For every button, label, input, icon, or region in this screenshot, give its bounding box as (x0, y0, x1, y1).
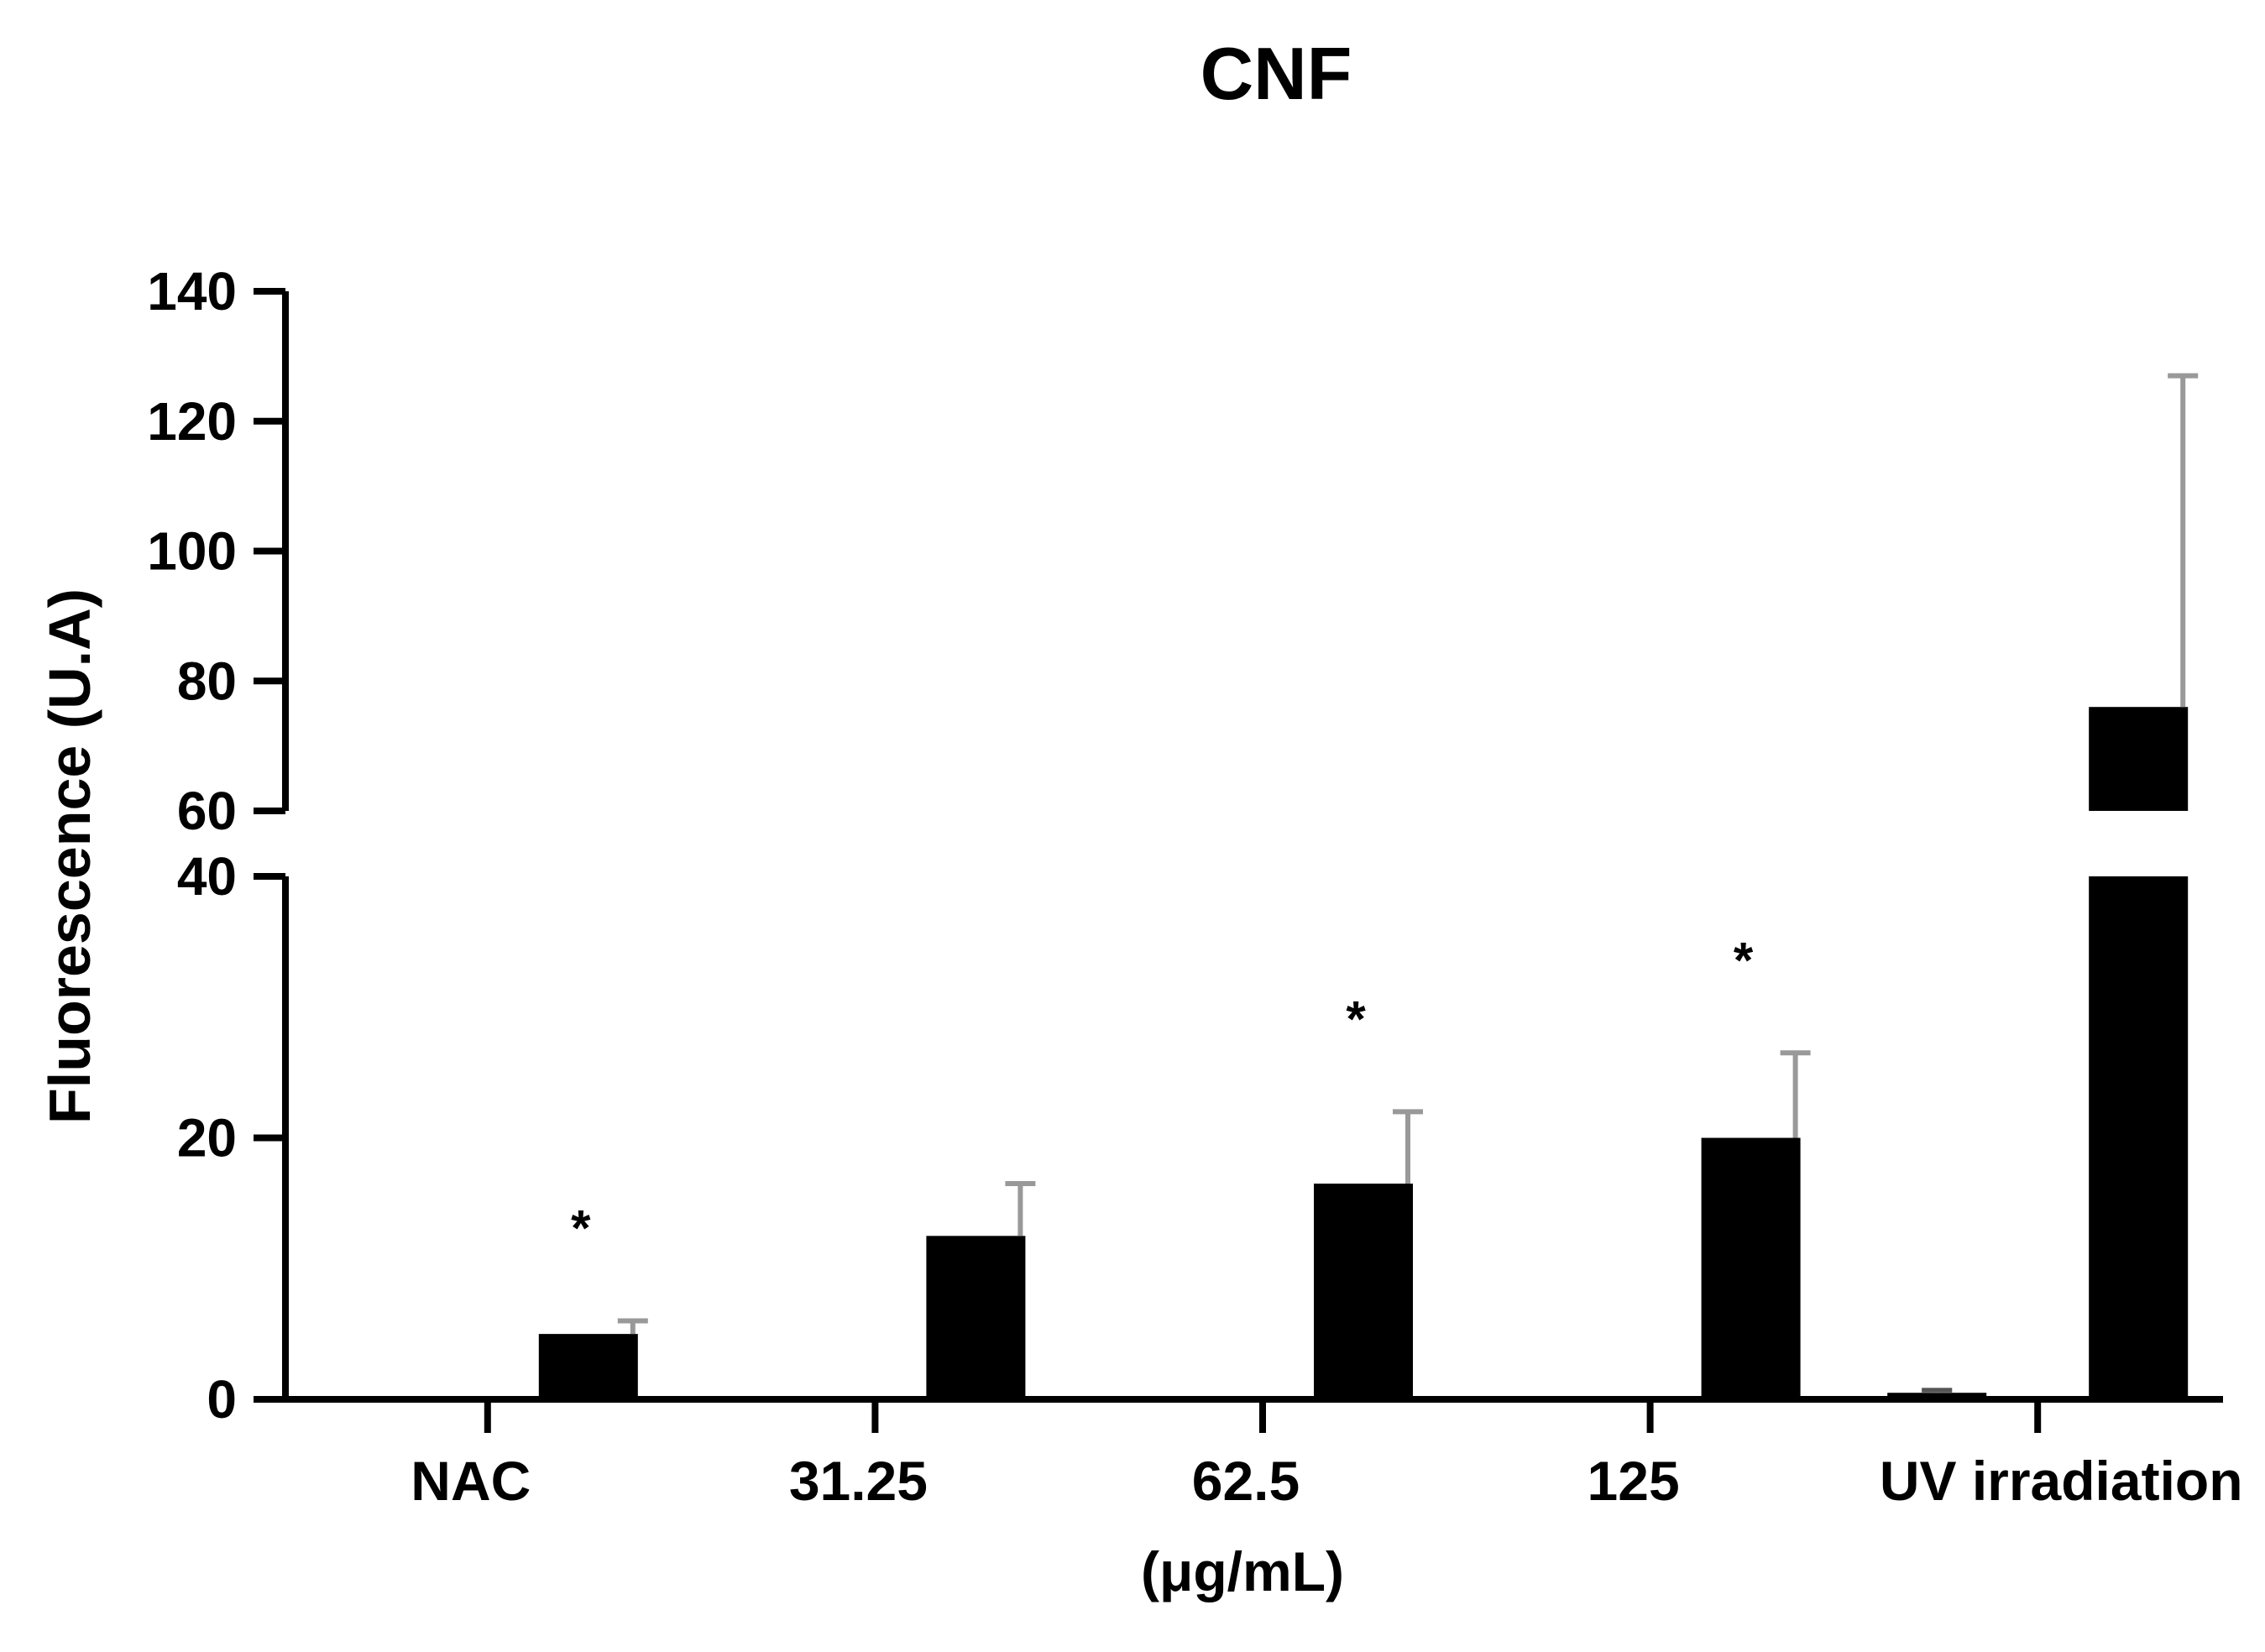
x-tick-label: 31.25 (789, 1450, 928, 1512)
bar (1112, 1398, 1211, 1399)
bar (1701, 1137, 1801, 1399)
y-tick-label: 100 (147, 521, 237, 582)
y-tick-label: 0 (207, 1369, 237, 1430)
y-tick-label: 120 (147, 391, 237, 452)
x-tick-label: 62.5 (1192, 1450, 1300, 1512)
y-tick-label: 140 (147, 261, 237, 322)
bar-upper-segment (2089, 707, 2189, 811)
bar (1887, 1393, 1987, 1399)
y-tick-label: 60 (177, 781, 237, 841)
bar (926, 1236, 1026, 1399)
bar (724, 1398, 824, 1399)
y-tick-label: 20 (177, 1108, 237, 1168)
significance-marker: * (1346, 991, 1366, 1047)
significance-marker: * (571, 1200, 591, 1257)
y-tick-label: 80 (177, 651, 237, 711)
x-tick-label: NAC (411, 1450, 531, 1512)
x-tick-label: 125 (1588, 1450, 1680, 1512)
bar (1314, 1184, 1413, 1399)
y-axis-label: Fluorescence (U.A) (37, 588, 102, 1124)
x-axis-label: (μg/mL) (1141, 1540, 1344, 1602)
significance-marker: * (1734, 932, 1754, 988)
bar (337, 1398, 437, 1399)
x-tick-label: UV irradiation (1880, 1450, 2243, 1512)
chart-title: CNF (1201, 32, 1352, 115)
bar (2089, 876, 2189, 1399)
y-tick-label: 40 (177, 846, 237, 907)
bar (1499, 1398, 1599, 1399)
bar (538, 1334, 638, 1399)
